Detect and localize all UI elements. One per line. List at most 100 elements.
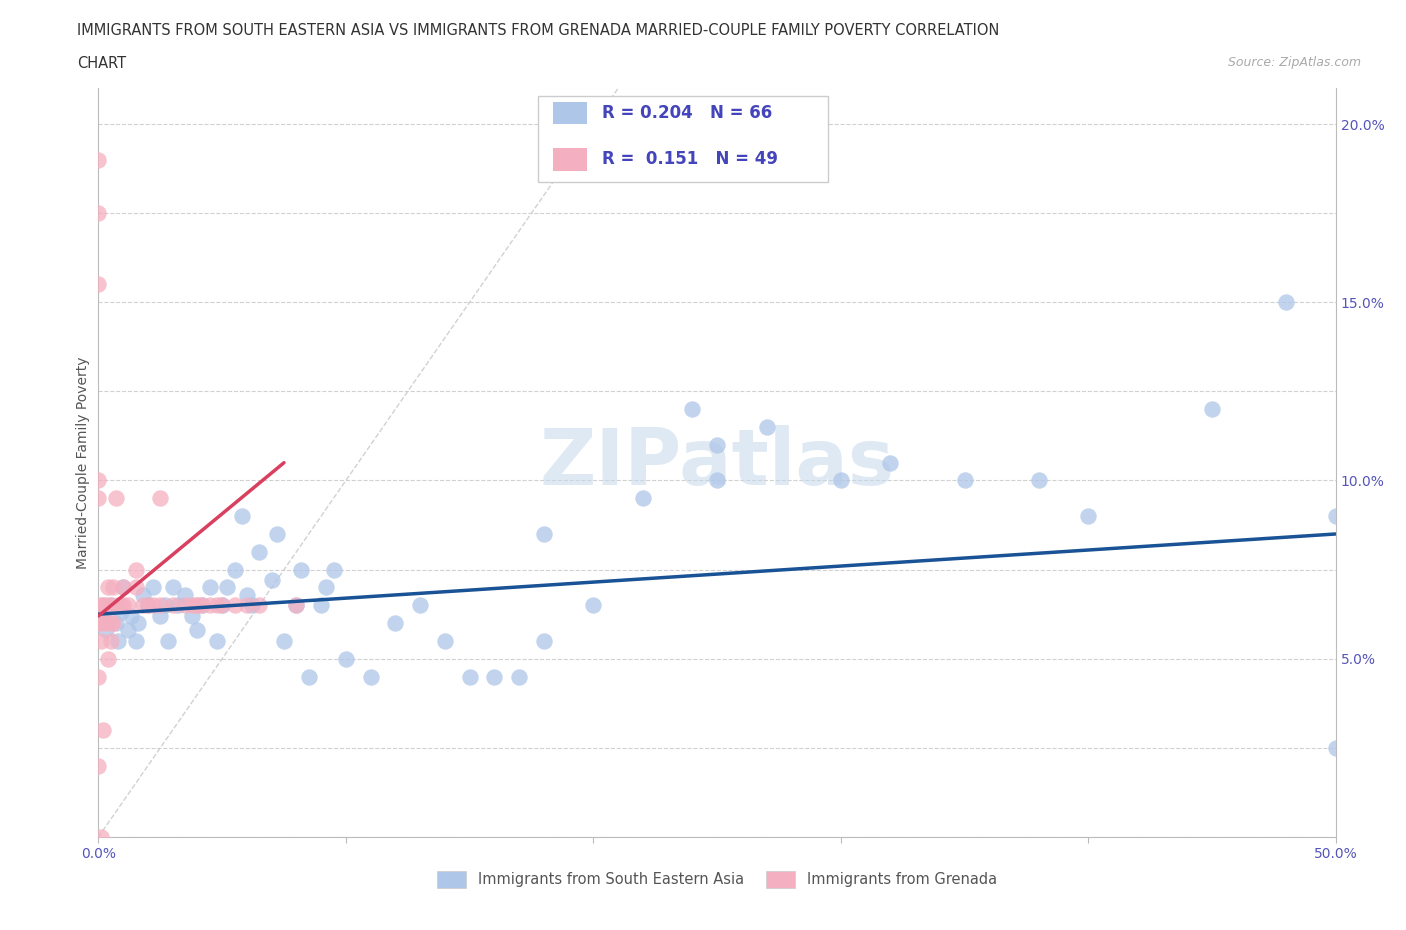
- Point: [107, 598, 129, 613]
- Point: [87, 491, 110, 506]
- Point: [100, 616, 122, 631]
- Point: [335, 651, 357, 666]
- Point: [247, 544, 270, 559]
- Point: [681, 402, 703, 417]
- Point: [94, 623, 117, 638]
- Point: [124, 633, 146, 648]
- Point: [166, 598, 188, 613]
- Point: [224, 562, 246, 577]
- Point: [162, 580, 184, 595]
- Point: [186, 598, 208, 613]
- Point: [384, 616, 406, 631]
- Point: [433, 633, 456, 648]
- Point: [322, 562, 344, 577]
- FancyBboxPatch shape: [537, 96, 828, 182]
- Point: [240, 598, 263, 613]
- FancyBboxPatch shape: [553, 148, 588, 171]
- Point: [97, 651, 120, 666]
- Point: [1324, 740, 1347, 755]
- Point: [120, 608, 142, 623]
- Point: [87, 670, 110, 684]
- Point: [93, 616, 115, 631]
- Point: [1324, 509, 1347, 524]
- Point: [124, 562, 146, 577]
- Point: [879, 456, 901, 471]
- Point: [409, 598, 432, 613]
- Point: [360, 670, 382, 684]
- Text: R =  0.151   N = 49: R = 0.151 N = 49: [602, 151, 778, 168]
- Point: [103, 616, 125, 631]
- Point: [706, 473, 728, 488]
- Point: [132, 598, 155, 613]
- Point: [533, 526, 555, 541]
- Point: [149, 598, 172, 613]
- Point: [110, 598, 132, 613]
- Text: Source: ZipAtlas.com: Source: ZipAtlas.com: [1227, 56, 1361, 69]
- Point: [174, 587, 197, 602]
- Point: [112, 598, 135, 613]
- Point: [191, 598, 214, 613]
- Point: [266, 526, 288, 541]
- Point: [112, 580, 135, 595]
- Point: [198, 580, 221, 595]
- Point: [117, 598, 139, 613]
- Point: [830, 473, 852, 488]
- Point: [107, 633, 129, 648]
- Legend: Immigrants from South Eastern Asia, Immigrants from Grenada: Immigrants from South Eastern Asia, Immi…: [432, 865, 1002, 894]
- Point: [631, 491, 654, 506]
- Point: [117, 623, 139, 638]
- Point: [508, 670, 530, 684]
- Point: [136, 598, 159, 613]
- Y-axis label: Married-Couple Family Poverty: Married-Couple Family Poverty: [76, 356, 90, 569]
- Point: [90, 598, 112, 613]
- Point: [260, 573, 283, 588]
- Point: [191, 598, 214, 613]
- Point: [236, 587, 259, 602]
- Point: [285, 598, 308, 613]
- Text: IMMIGRANTS FROM SOUTH EASTERN ASIA VS IMMIGRANTS FROM GRENADA MARRIED-COUPLE FAM: IMMIGRANTS FROM SOUTH EASTERN ASIA VS IM…: [77, 23, 1000, 38]
- Point: [156, 633, 179, 648]
- Point: [224, 598, 246, 613]
- Point: [87, 277, 110, 292]
- Point: [1077, 509, 1099, 524]
- Point: [100, 633, 122, 648]
- Text: R = 0.204   N = 66: R = 0.204 N = 66: [602, 104, 772, 122]
- Point: [132, 587, 155, 602]
- Point: [127, 616, 149, 631]
- Point: [484, 670, 506, 684]
- Point: [112, 580, 135, 595]
- Point: [1028, 473, 1050, 488]
- Point: [309, 598, 332, 613]
- Point: [298, 670, 321, 684]
- Point: [110, 605, 132, 620]
- Point: [186, 598, 208, 613]
- Point: [155, 598, 177, 613]
- Point: [93, 608, 115, 623]
- Point: [136, 598, 159, 613]
- Point: [1201, 402, 1223, 417]
- Point: [90, 830, 112, 844]
- Point: [87, 153, 110, 167]
- Point: [231, 509, 253, 524]
- FancyBboxPatch shape: [553, 101, 588, 125]
- Point: [181, 608, 204, 623]
- Point: [1275, 295, 1298, 310]
- Point: [149, 491, 172, 506]
- Point: [755, 419, 778, 434]
- Point: [87, 473, 110, 488]
- Point: [162, 598, 184, 613]
- Point: [104, 491, 127, 506]
- Point: [198, 598, 221, 613]
- Point: [94, 616, 117, 631]
- Point: [97, 580, 120, 595]
- Point: [273, 633, 295, 648]
- Point: [94, 598, 117, 613]
- Point: [181, 598, 204, 613]
- Point: [93, 723, 115, 737]
- Text: CHART: CHART: [77, 56, 127, 71]
- Point: [104, 616, 127, 631]
- Point: [142, 598, 165, 613]
- Point: [100, 598, 122, 613]
- Point: [149, 608, 172, 623]
- Point: [186, 623, 208, 638]
